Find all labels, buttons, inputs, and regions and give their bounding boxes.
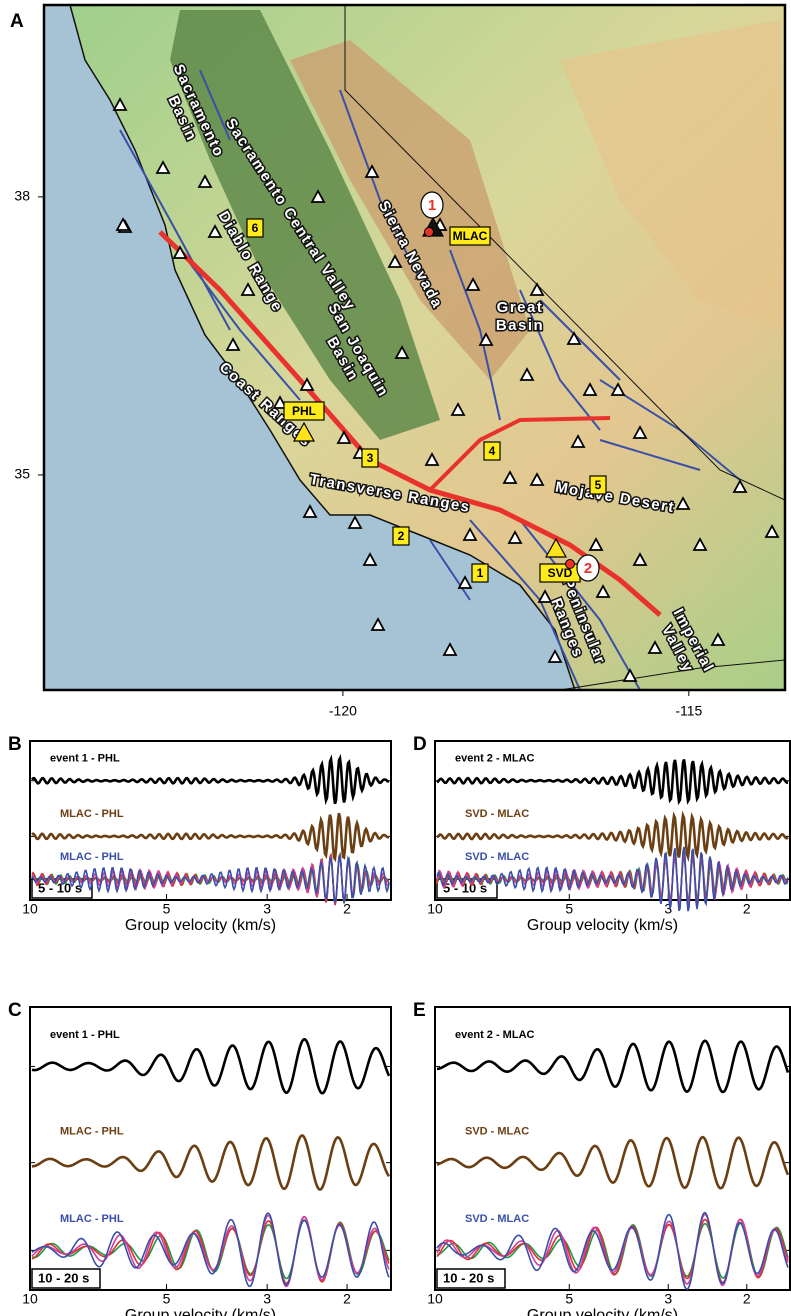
waveform [437, 760, 788, 802]
panel-label: C [8, 1000, 22, 1021]
x-tick-label: 10 [427, 901, 443, 917]
path-number: 2 [398, 529, 405, 543]
panel-label: E [413, 1000, 426, 1021]
panel-label: D [413, 734, 427, 755]
x-axis-title: Group velocity (km/s) [125, 917, 276, 934]
waveform [32, 1039, 389, 1093]
x-tick-label: 10 [22, 1291, 38, 1307]
trace-label: event 1 - PHL [50, 1029, 120, 1041]
trace-label: SVD - MLAC [465, 1125, 529, 1137]
x-tick-label: 5 [565, 901, 573, 917]
band-label: 10 - 20 s [38, 1270, 89, 1285]
trace-label: MLAC - PHL [60, 808, 124, 820]
waveform [437, 1041, 788, 1092]
path-number: 1 [477, 566, 484, 580]
trace-label: SVD - MLAC [465, 851, 529, 863]
trace-label: SVD - MLAC [465, 1213, 529, 1225]
region-text: Great [497, 299, 544, 316]
path-number: 4 [489, 444, 496, 458]
waveform [32, 758, 389, 804]
waveform [32, 1136, 389, 1190]
x-tick-label: 5 [565, 1291, 573, 1307]
region-label: GreatBasin [496, 299, 544, 334]
x-tick-label: 3 [263, 901, 271, 917]
panel-label: A [10, 11, 24, 32]
map [44, 5, 785, 690]
panel-label: B [8, 734, 22, 755]
path-number: 5 [595, 478, 602, 492]
x-tick-label: 2 [743, 1291, 751, 1307]
station-label: PHL [292, 404, 316, 418]
trace-label: event 2 - MLAC [455, 752, 535, 764]
event-number: 1 [428, 197, 436, 214]
x-axis-title: Group velocity (km/s) [527, 917, 678, 934]
figure: A -120-1153835SacramentoBasinSacramento … [0, 0, 791, 1316]
trace-label: MLAC - PHL [60, 1213, 124, 1225]
x-tick-label: 2 [343, 1291, 351, 1307]
x-tick-label: 3 [263, 1291, 271, 1307]
x-tick-label: 3 [664, 1291, 672, 1307]
band-label: 10 - 20 s [443, 1270, 494, 1285]
x-axis-title: Group velocity (km/s) [527, 1307, 678, 1316]
event-epicenter [425, 228, 434, 237]
trace-label: MLAC - PHL [60, 1125, 124, 1137]
trace-label: event 2 - MLAC [455, 1029, 535, 1041]
path-number: 3 [367, 451, 374, 465]
x-tick-label: -115 [675, 703, 702, 719]
region-text: Basin [496, 317, 544, 334]
y-tick-label: 35 [14, 466, 30, 482]
station-label: MLAC [453, 229, 488, 243]
event-number: 2 [584, 560, 592, 577]
x-tick-label: 5 [163, 901, 171, 917]
event-epicenter [566, 560, 575, 569]
x-tick-label: 2 [743, 901, 751, 917]
path-number: 6 [252, 221, 259, 235]
x-tick-label: 10 [427, 1291, 443, 1307]
trace-label: SVD - MLAC [465, 808, 529, 820]
x-tick-label: -120 [329, 703, 357, 719]
waveform [437, 1137, 788, 1188]
trace-label: event 1 - PHL [50, 752, 120, 764]
y-tick-label: 38 [14, 188, 30, 204]
x-tick-label: 5 [163, 1291, 171, 1307]
x-tick-label: 10 [22, 901, 38, 917]
trace-label: MLAC - PHL [60, 851, 124, 863]
x-axis-title: Group velocity (km/s) [125, 1307, 276, 1316]
